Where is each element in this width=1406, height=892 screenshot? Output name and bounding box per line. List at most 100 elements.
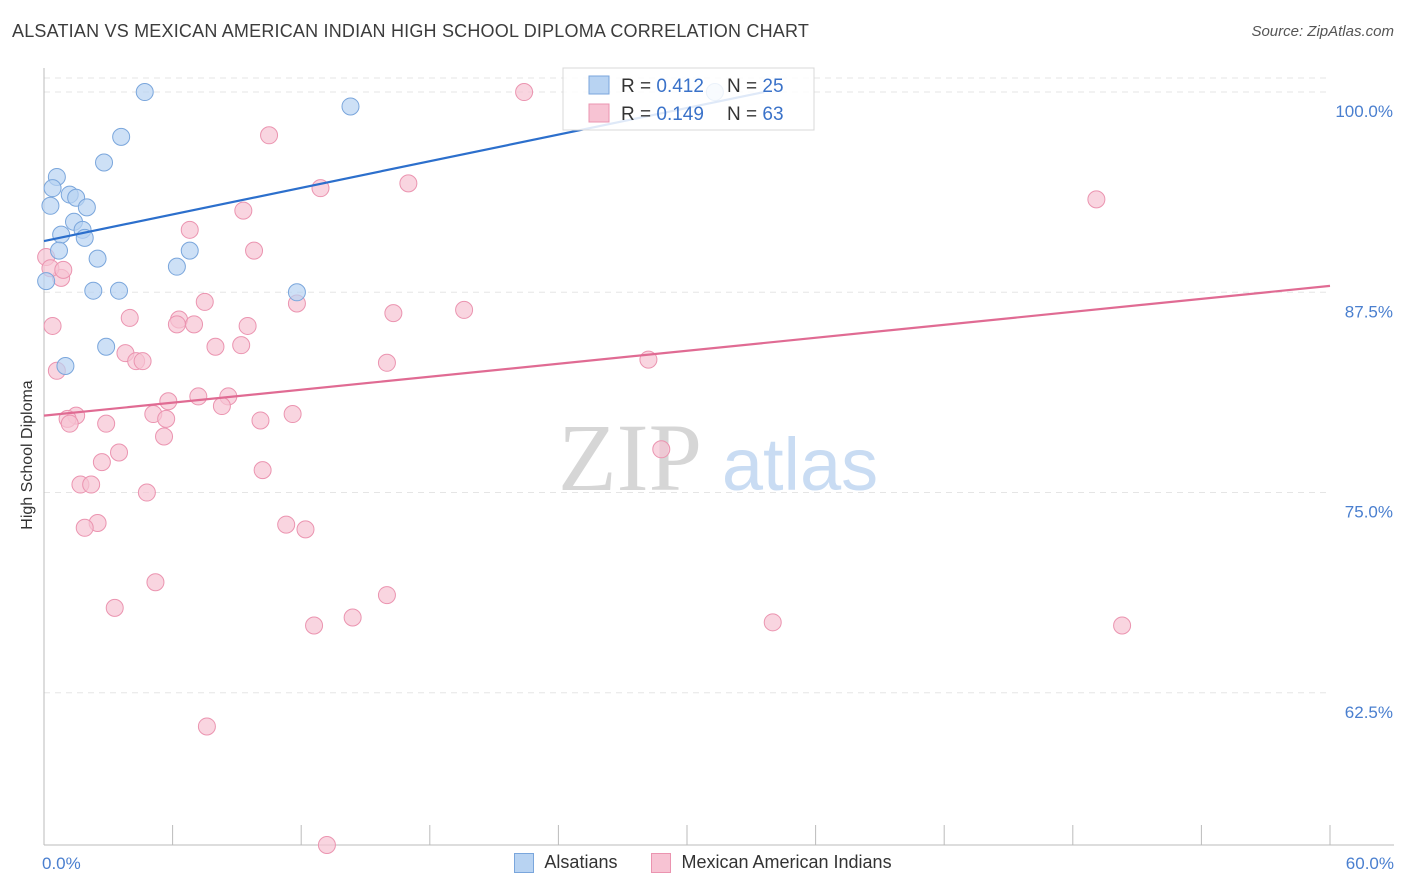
alsatian-point-14 (50, 241, 69, 260)
mexican-point-11 (384, 304, 403, 323)
y-tick-label-2: 75.0% (1345, 503, 1393, 522)
legend-label-mexican-american-indians: Mexican American Indians (681, 852, 892, 872)
mexican-point-19 (232, 336, 251, 355)
mexican-point-6 (180, 220, 199, 239)
legend-r-label-2: R = (621, 104, 656, 125)
mexican-point-38 (157, 409, 176, 428)
mexican-point-15 (167, 315, 186, 334)
legend-item-mexican-american-indians[interactable]: Mexican American Indians (651, 852, 892, 873)
mexican-point-48 (75, 518, 94, 537)
mexican-point-17 (238, 316, 257, 335)
chart-title: ALSATIAN VS MEXICAN AMERICAN INDIAN HIGH… (12, 21, 810, 41)
alsatian-point-23 (56, 356, 75, 375)
mexican-point-62 (54, 260, 73, 279)
alsatian-point-2 (112, 127, 131, 146)
mexican-point-24 (377, 353, 396, 372)
legend-swatch-alsatians (588, 75, 610, 95)
mexican-point-55 (305, 616, 324, 635)
mexican-point-5 (234, 201, 253, 220)
legend-n-value-1: 25 (762, 76, 783, 97)
mexican-point-56 (763, 613, 782, 632)
mexican-point-0 (515, 83, 534, 102)
alsatian-point-18 (37, 272, 56, 291)
alsatian-point-22 (97, 337, 116, 356)
mexican-point-51 (146, 573, 165, 592)
mexican-point-27 (189, 387, 208, 406)
watermark: ZIP atlas (558, 404, 878, 511)
mexican-point-1 (260, 126, 279, 145)
bottom-legend: Alsatians Mexican American Indians (0, 852, 1406, 873)
mexican-trend-line (43, 284, 1331, 417)
mexican-point-36 (97, 414, 116, 433)
mexican-point-40 (110, 443, 129, 462)
mexican-point-32 (283, 405, 302, 424)
legend-label-alsatians: Alsatians (544, 852, 618, 872)
x-tick-label-0: 0.0% (42, 854, 81, 873)
watermark-zip: ZIP (558, 404, 702, 511)
alsatian-point-9 (77, 198, 96, 217)
svg-text:R = 0.149 N = 63: R = 0.149 N = 63 (621, 104, 784, 125)
y-tick-label-0: 100.0% (1335, 102, 1393, 121)
mexican-point-57 (1113, 616, 1132, 635)
mexican-point-45 (82, 475, 101, 494)
mexican-point-2 (399, 174, 418, 193)
mexican-point-12 (455, 300, 474, 319)
alsatian-point-17 (167, 257, 186, 276)
mexican-point-54 (343, 608, 362, 627)
alsatian-point-0 (135, 83, 154, 102)
legend-r-value-1: 0.412 (656, 76, 704, 97)
legend-n-label-1: N = (727, 76, 762, 97)
alsatian-point-12 (52, 225, 71, 244)
source-label: Source: ZipAtlas.com (1251, 23, 1394, 40)
alsatian-point-8 (41, 196, 60, 215)
alsatian-point-21 (287, 283, 306, 302)
mexican-point-4 (1087, 190, 1106, 209)
alsatian-point-20 (110, 281, 129, 300)
mexican-point-52 (377, 586, 396, 605)
y-tick-label-3: 62.5% (1345, 703, 1393, 722)
alsatian-point-15 (180, 241, 199, 260)
mexican-point-29 (159, 392, 178, 411)
alsatian-point-19 (84, 281, 103, 300)
axes: 100.0% 87.5% 75.0% 62.5% 0.0% 60.0% (42, 68, 1394, 873)
legend-n-value-2: 63 (762, 104, 783, 125)
trend-lines (43, 90, 1331, 417)
mexican-point-13 (120, 308, 139, 327)
mexican-point-41 (652, 440, 671, 459)
mexican-point-37 (251, 411, 270, 430)
legend-box: R = 0.412 N = 25 R = 0.149 N = 63 (562, 67, 815, 131)
mexican-point-16 (185, 315, 204, 334)
legend-n-label-2: N = (727, 104, 762, 125)
legend-item-alsatians[interactable]: Alsatians (514, 852, 617, 873)
legend-swatch-alsatians-bottom (514, 852, 535, 873)
x-tick-label-1: 60.0% (1346, 854, 1394, 873)
mexican-point-46 (137, 483, 156, 502)
alsatian-point-1 (341, 97, 360, 116)
mexican-point-58 (197, 717, 216, 736)
legend-r-label-1: R = (621, 76, 656, 97)
mexican-point-23 (133, 352, 152, 371)
mexican-point-9 (195, 292, 214, 311)
watermark-atlas: atlas (722, 423, 878, 506)
svg-text:R = 0.412 N = 25: R = 0.412 N = 25 (621, 76, 784, 97)
mexican-point-42 (92, 453, 111, 472)
legend-swatch-mexican-bottom (651, 852, 672, 873)
mexican-point-39 (155, 427, 174, 446)
mexican-point-53 (105, 598, 124, 617)
series-mexican-american-indians (37, 83, 1132, 854)
mexican-point-43 (253, 461, 272, 480)
legend-swatch-mexican (588, 103, 610, 123)
alsatian-point-5 (43, 179, 62, 198)
gridlines (44, 77, 1330, 694)
mexican-point-50 (296, 520, 315, 539)
mexican-point-49 (277, 515, 296, 534)
alsatian-point-16 (88, 249, 107, 268)
y-tick-label-1: 87.5% (1345, 302, 1393, 321)
alsatian-point-3 (95, 153, 114, 172)
mexican-point-35 (60, 414, 79, 433)
mexican-point-30 (212, 397, 231, 416)
mexican-point-59 (317, 836, 336, 854)
legend-r-value-2: 0.149 (656, 104, 704, 125)
mexican-point-18 (43, 316, 62, 335)
